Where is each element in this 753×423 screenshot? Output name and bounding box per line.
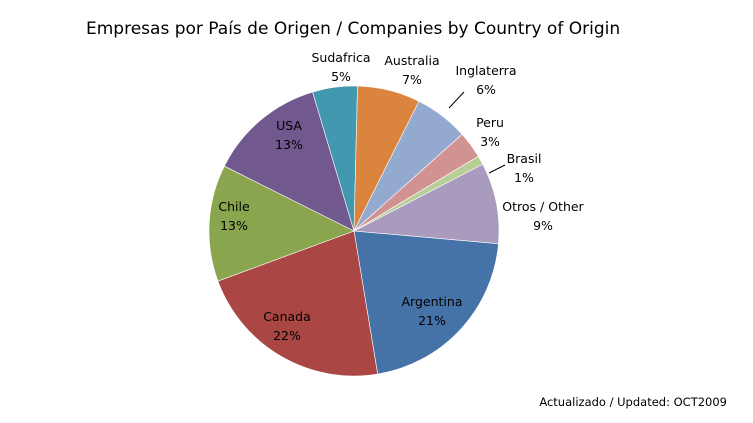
slice-label-name: USA (276, 118, 302, 133)
leader-line (488, 164, 506, 174)
slice-label-percent: 5% (331, 69, 351, 84)
slice-label-name: Inglaterra (456, 63, 517, 78)
slice-label-name: Argentina (402, 294, 463, 309)
pie-slice-usa (223, 91, 355, 232)
pie-slice-canada (217, 230, 379, 377)
slice-label-name: Sudafrica (312, 50, 371, 65)
slice-label-percent: 9% (533, 218, 553, 233)
leader-lines (448, 91, 506, 174)
slice-label-name: Australia (384, 53, 439, 68)
pie-slice-otros-other (352, 163, 500, 244)
slice-label-name: Brasil (507, 151, 542, 166)
pie-slice-argentina (353, 230, 499, 375)
slice-label-percent: 13% (275, 137, 303, 152)
slice-label-name: Peru (476, 115, 504, 130)
slice-labels: Argentina 21% Canada 22% Chile 13% USA 13% Sudaf… (218, 50, 584, 343)
pie-slices (208, 85, 500, 377)
slice-label-percent: 21% (418, 313, 446, 328)
chart-footer: Actualizado / Updated: OCT2009 (539, 395, 727, 409)
slice-label-percent: 7% (402, 72, 422, 87)
slice-label-name: Chile (218, 199, 250, 214)
pie-slice-chile (208, 165, 355, 282)
slice-label-percent: 13% (220, 218, 248, 233)
leader-line (448, 91, 465, 109)
slice-label-percent: 22% (273, 328, 301, 343)
slice-label-name: Canada (263, 309, 311, 324)
chart-title: Empresas por País de Origen / Companies … (86, 19, 620, 39)
slice-label-percent: 3% (480, 134, 500, 149)
slice-label-name: Otros / Other (502, 199, 584, 214)
slice-label-percent: 6% (476, 82, 496, 97)
slice-label-percent: 1% (514, 170, 534, 185)
